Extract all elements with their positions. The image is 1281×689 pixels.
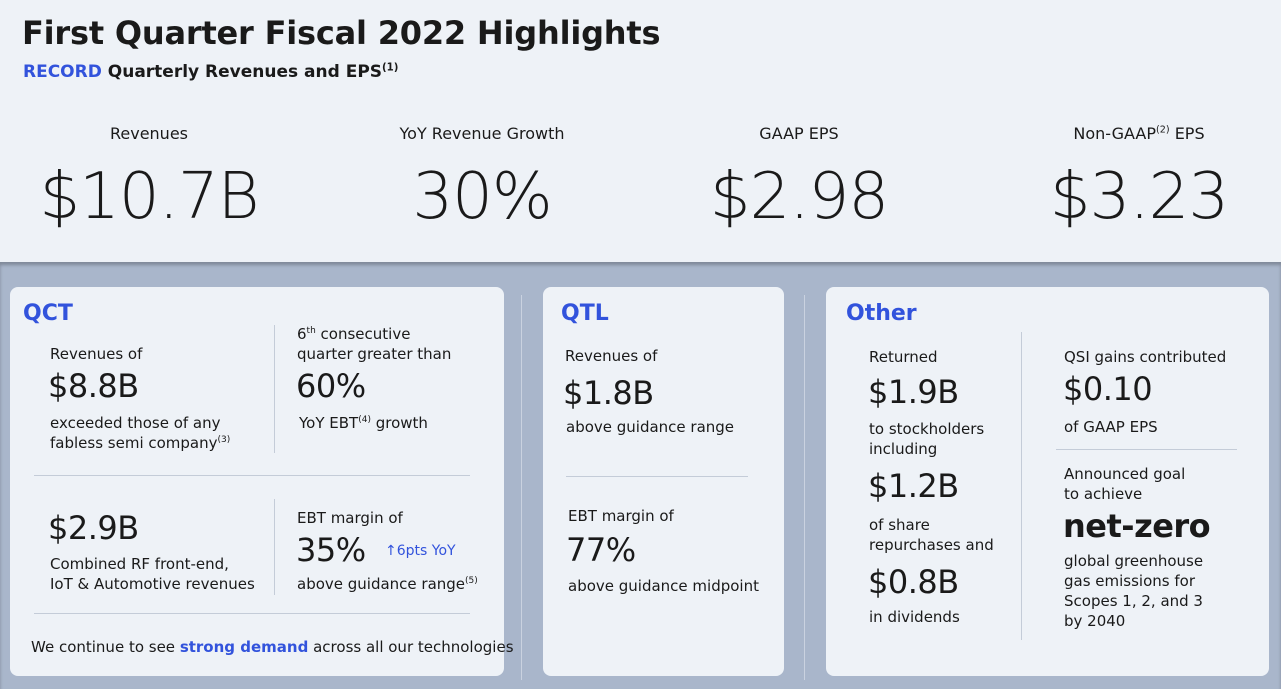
qct-margin-value: 35% <box>296 531 366 569</box>
qct-revenues-desc: exceeded those of any <box>50 414 221 432</box>
qct-vertical-separator <box>274 499 275 595</box>
other-goal-label: Announced goal <box>1064 465 1186 483</box>
other-vertical-separator <box>1021 332 1022 640</box>
kpi-non-gaap-eps: Non-GAAP(2) EPS $3.23 <box>989 124 1281 234</box>
other-repurchase-desc: repurchases and <box>869 536 994 554</box>
section-divider <box>521 295 522 680</box>
section-divider <box>804 295 805 680</box>
highlights-header-section: First Quarter Fiscal 2022 Highlights REC… <box>0 0 1281 262</box>
qct-revenues-desc: fabless semi company(3) <box>50 434 231 452</box>
qtl-margin-desc: above guidance midpoint <box>568 577 759 595</box>
kpi-label: GAAP EPS <box>759 124 839 143</box>
kpi-value: 30% <box>412 160 552 234</box>
qct-revenues-value: $8.8B <box>48 367 139 405</box>
other-returned-desc: including <box>869 440 938 458</box>
qtl-revenues-desc: above guidance range <box>566 418 735 436</box>
qct-footer-text: We continue to see strong demand across … <box>31 638 514 656</box>
qct-margin-desc: above guidance range(5) <box>297 575 478 593</box>
subtitle-text: Quarterly Revenues and EPS <box>107 62 383 82</box>
other-qsi-label: QSI gains contributed <box>1064 348 1227 366</box>
qtl-horizontal-separator <box>566 476 748 477</box>
other-goal-desc: by 2040 <box>1064 612 1126 630</box>
kpi-revenues: Revenues $10.7B <box>0 124 299 234</box>
kpi-yoy-growth: YoY Revenue Growth 30% <box>332 124 632 234</box>
other-goal-label: to achieve <box>1064 485 1143 503</box>
qtl-margin-value: 77% <box>566 531 636 569</box>
qct-title: QCT <box>23 301 73 326</box>
qct-consecutive-label: 6th consecutive <box>297 325 411 343</box>
qct-revenues-label: Revenues of <box>50 345 143 363</box>
qct-card: QCT Revenues of $8.8B exceeded those of … <box>10 287 514 676</box>
other-horizontal-separator <box>1056 449 1237 450</box>
qtl-revenues-value: $1.8B <box>563 374 654 412</box>
other-qsi-value: $0.10 <box>1063 370 1153 408</box>
qtl-title: QTL <box>561 301 609 326</box>
qct-vertical-separator <box>274 325 275 453</box>
other-qsi-desc: of GAAP EPS <box>1064 418 1158 436</box>
other-title: Other <box>846 301 917 326</box>
page-subtitle: RECORD Quarterly Revenues and EPS(1) <box>23 62 398 82</box>
qct-horizontal-separator <box>34 475 470 476</box>
kpi-gaap-eps: GAAP EPS $2.98 <box>649 124 949 234</box>
other-returned-label: Returned <box>869 348 938 366</box>
other-goal-desc: Scopes 1, 2, and 3 <box>1064 592 1203 610</box>
kpi-label: YoY Revenue Growth <box>399 124 565 143</box>
other-dividends-value: $0.8B <box>868 563 959 601</box>
qtl-revenues-label: Revenues of <box>565 347 658 365</box>
qct-horizontal-separator <box>34 613 470 614</box>
other-repurchase-desc: of share <box>869 516 930 534</box>
other-goal-value: net-zero <box>1063 507 1211 545</box>
kpi-value: $3.23 <box>1049 160 1229 234</box>
qct-margin-change: ↑6pts YoY <box>385 543 456 559</box>
subtitle-accent: RECORD <box>23 62 102 82</box>
qct-ebt-growth-desc: YoY EBT(4) growth <box>299 414 428 432</box>
other-dividends-desc: in dividends <box>869 608 960 626</box>
qct-consecutive-label: quarter greater than <box>297 345 452 363</box>
kpi-label: Non-GAAP(2) EPS <box>1073 124 1205 143</box>
other-returned-value: $1.9B <box>868 373 959 411</box>
kpi-value: $10.7B <box>39 160 259 234</box>
qct-rf-desc: Combined RF front-end, <box>50 555 229 573</box>
other-returned-desc: to stockholders <box>869 420 985 438</box>
subtitle-footnote: (1) <box>382 62 399 74</box>
qct-rf-desc: IoT & Automotive revenues <box>50 575 255 593</box>
other-goal-desc: gas emissions for <box>1064 572 1195 590</box>
qtl-margin-label: EBT margin of <box>568 507 674 525</box>
other-card: Other Returned $1.9B to stockholders inc… <box>826 287 1269 676</box>
qct-ebt-growth-value: 60% <box>296 367 366 405</box>
kpi-value: $2.98 <box>709 160 889 234</box>
other-repurchase-value: $1.2B <box>868 467 959 505</box>
other-goal-desc: global greenhouse <box>1064 552 1204 570</box>
qtl-card: QTL Revenues of $1.8B above guidance ran… <box>543 287 784 676</box>
page-title: First Quarter Fiscal 2022 Highlights <box>22 14 661 52</box>
qct-rf-value: $2.9B <box>48 509 139 547</box>
qct-margin-label: EBT margin of <box>297 509 403 527</box>
kpi-label: Revenues <box>109 124 188 143</box>
